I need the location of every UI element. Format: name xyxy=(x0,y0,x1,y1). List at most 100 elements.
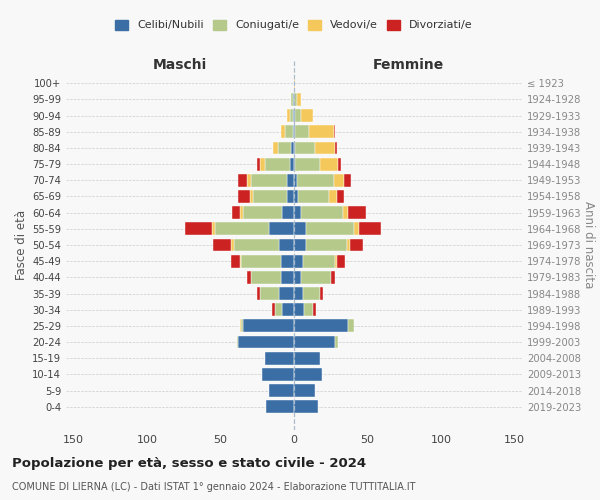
Text: Maschi: Maschi xyxy=(153,58,207,72)
Bar xyxy=(262,368,294,381)
Bar xyxy=(301,206,343,219)
Bar xyxy=(257,158,260,170)
Bar xyxy=(282,206,294,219)
Bar xyxy=(275,303,282,316)
Bar xyxy=(334,174,344,187)
Bar xyxy=(320,158,338,170)
Bar xyxy=(294,222,306,235)
Bar xyxy=(309,126,334,138)
Bar xyxy=(294,206,301,219)
Bar xyxy=(293,93,294,106)
Bar xyxy=(295,126,309,138)
Bar xyxy=(301,109,313,122)
Bar xyxy=(238,336,294,348)
Bar xyxy=(290,109,293,122)
Bar xyxy=(337,190,344,203)
Bar xyxy=(238,174,247,187)
Bar xyxy=(314,142,335,154)
Bar xyxy=(260,287,279,300)
Bar xyxy=(239,206,242,219)
Bar xyxy=(294,400,317,413)
Bar xyxy=(232,206,239,219)
Bar xyxy=(250,190,253,203)
Bar xyxy=(247,174,251,187)
Bar xyxy=(185,222,212,235)
Bar xyxy=(269,384,294,397)
Bar xyxy=(355,222,359,235)
Bar xyxy=(272,303,275,316)
Bar xyxy=(239,320,241,332)
Bar xyxy=(294,336,335,348)
Bar xyxy=(350,238,363,252)
Bar xyxy=(331,271,335,284)
Bar xyxy=(349,206,366,219)
Bar xyxy=(266,400,294,413)
Bar xyxy=(344,174,352,187)
Bar xyxy=(335,254,337,268)
Bar xyxy=(265,352,294,364)
Bar xyxy=(347,238,350,252)
Bar xyxy=(239,254,241,268)
Bar xyxy=(265,158,290,170)
Bar xyxy=(285,126,293,138)
Bar xyxy=(359,222,381,235)
Bar xyxy=(231,238,233,252)
Bar xyxy=(294,271,301,284)
Bar xyxy=(294,384,314,397)
Bar xyxy=(294,77,295,90)
Bar xyxy=(213,238,231,252)
Bar xyxy=(231,254,239,268)
Bar xyxy=(294,93,297,106)
Bar xyxy=(278,142,291,154)
Bar xyxy=(233,238,279,252)
Bar xyxy=(304,303,313,316)
Bar xyxy=(260,158,265,170)
Bar xyxy=(303,254,335,268)
Y-axis label: Anni di nascita: Anni di nascita xyxy=(582,202,595,288)
Bar xyxy=(251,174,287,187)
Bar xyxy=(269,222,294,235)
Bar xyxy=(313,303,316,316)
Bar xyxy=(297,93,301,106)
Bar xyxy=(274,142,278,154)
Bar xyxy=(301,271,331,284)
Bar xyxy=(279,287,294,300)
Y-axis label: Fasce di età: Fasce di età xyxy=(15,210,28,280)
Bar xyxy=(291,142,294,154)
Bar xyxy=(290,158,294,170)
Bar xyxy=(294,190,298,203)
Bar xyxy=(287,174,294,187)
Bar xyxy=(295,158,320,170)
Bar xyxy=(294,158,295,170)
Bar xyxy=(294,174,297,187)
Bar xyxy=(281,254,294,268)
Bar xyxy=(337,254,346,268)
Bar xyxy=(247,271,251,284)
Bar xyxy=(242,320,294,332)
Bar xyxy=(281,271,294,284)
Bar xyxy=(298,190,329,203)
Bar xyxy=(294,142,295,154)
Text: COMUNE DI LIERNA (LC) - Dati ISTAT 1° gennaio 2024 - Elaborazione TUTTITALIA.IT: COMUNE DI LIERNA (LC) - Dati ISTAT 1° ge… xyxy=(12,482,415,492)
Bar xyxy=(236,336,238,348)
Bar xyxy=(294,109,295,122)
Bar xyxy=(297,174,334,187)
Bar xyxy=(293,109,294,122)
Bar xyxy=(287,109,290,122)
Bar xyxy=(303,287,320,300)
Bar xyxy=(238,190,250,203)
Bar xyxy=(241,254,281,268)
Bar xyxy=(294,238,306,252)
Bar xyxy=(253,190,287,203)
Bar xyxy=(287,190,294,203)
Bar xyxy=(241,320,242,332)
Bar xyxy=(294,352,320,364)
Legend: Celibi/Nubili, Coniugati/e, Vedovi/e, Divorziati/e: Celibi/Nubili, Coniugati/e, Vedovi/e, Di… xyxy=(113,18,475,32)
Bar xyxy=(295,109,301,122)
Bar xyxy=(306,222,355,235)
Bar xyxy=(279,238,294,252)
Bar xyxy=(329,190,337,203)
Bar xyxy=(215,222,269,235)
Bar xyxy=(320,287,323,300)
Bar xyxy=(294,320,349,332)
